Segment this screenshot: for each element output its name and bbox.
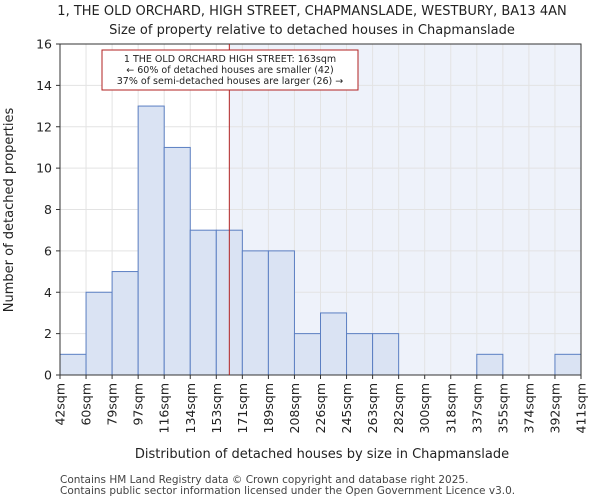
x-tick-label: 226sqm — [313, 383, 328, 433]
x-tick-label: 134sqm — [183, 383, 198, 433]
bar-263sqm — [372, 333, 400, 376]
x-tick-label: 153sqm — [209, 383, 224, 433]
y-tick-label: 10 — [36, 161, 52, 176]
x-tick-label: 318sqm — [443, 383, 458, 433]
bar-208sqm — [293, 333, 322, 376]
chart-title-line1: 1, THE OLD ORCHARD, HIGH STREET, CHAPMAN… — [57, 4, 566, 19]
y-tick-label: 6 — [44, 243, 52, 258]
bar-337sqm — [476, 353, 504, 376]
bar-79sqm — [111, 271, 139, 376]
annotation-frame — [101, 49, 359, 91]
x-axis-label: Distribution of detached houses by size … — [135, 447, 509, 462]
footer-line1: Contains HM Land Registry data © Crown c… — [60, 474, 468, 486]
y-tick-label: 4 — [44, 285, 52, 300]
x-tick-label: 411sqm — [574, 383, 589, 433]
y-tick-label: 14 — [36, 78, 52, 93]
x-tick-label: 79sqm — [105, 383, 120, 426]
chart-title-line2: Size of property relative to detached ho… — [109, 23, 515, 38]
annotation-line2: ← 60% of detached houses are smaller (42… — [126, 65, 333, 76]
x-tick-label: 355sqm — [495, 383, 510, 433]
x-tick-label: 245sqm — [339, 383, 354, 433]
y-tick-label: 0 — [44, 368, 52, 383]
x-tick-label: 300sqm — [417, 383, 432, 433]
x-tick-label: 337sqm — [469, 383, 484, 433]
x-tick-label: 189sqm — [261, 383, 276, 433]
x-tick-label: 282sqm — [391, 383, 406, 433]
bar-392sqm — [554, 353, 582, 376]
annotation-box: 1 THE OLD ORCHARD HIGH STREET: 163sqm ← … — [101, 49, 359, 91]
bar-189sqm — [267, 250, 295, 376]
y-axis-ticks: 0 2 4 6 8 10 12 14 16 — [36, 37, 60, 383]
x-tick-label: 208sqm — [287, 383, 302, 433]
footer-line2: Contains public sector information licen… — [60, 485, 515, 497]
bar-245sqm — [346, 333, 374, 376]
bar-60sqm — [85, 291, 113, 376]
y-axis-label: Number of detached properties — [2, 108, 17, 313]
bar-171sqm — [241, 250, 269, 376]
x-tick-label: 374sqm — [521, 383, 536, 433]
bar-97sqm — [137, 105, 165, 376]
annotation-line1: 1 THE OLD ORCHARD HIGH STREET: 163sqm — [124, 54, 336, 65]
y-tick-label: 16 — [36, 37, 52, 52]
x-tick-label: 97sqm — [131, 383, 146, 426]
x-tick-label: 171sqm — [235, 383, 250, 433]
x-tick-label: 263sqm — [365, 383, 380, 433]
y-tick-label: 8 — [44, 202, 52, 217]
x-tick-label: 60sqm — [79, 383, 94, 426]
bar-42sqm — [59, 353, 87, 376]
bar-226sqm — [320, 312, 348, 376]
x-tick-label: 392sqm — [547, 383, 562, 433]
bars — [59, 105, 582, 376]
y-tick-label: 2 — [44, 326, 52, 341]
annotation-line3: 37% of semi-detached houses are larger (… — [117, 76, 344, 87]
bar-116sqm — [163, 146, 191, 376]
y-tick-label: 12 — [36, 119, 52, 134]
x-tick-label: 116sqm — [157, 383, 172, 433]
x-axis-ticks: 42sqm 60sqm 79sqm 97sqm 116sqm 134sqm 153sqm 17… — [53, 375, 589, 433]
bar-134sqm — [189, 229, 217, 376]
x-tick-label: 42sqm — [53, 383, 68, 426]
